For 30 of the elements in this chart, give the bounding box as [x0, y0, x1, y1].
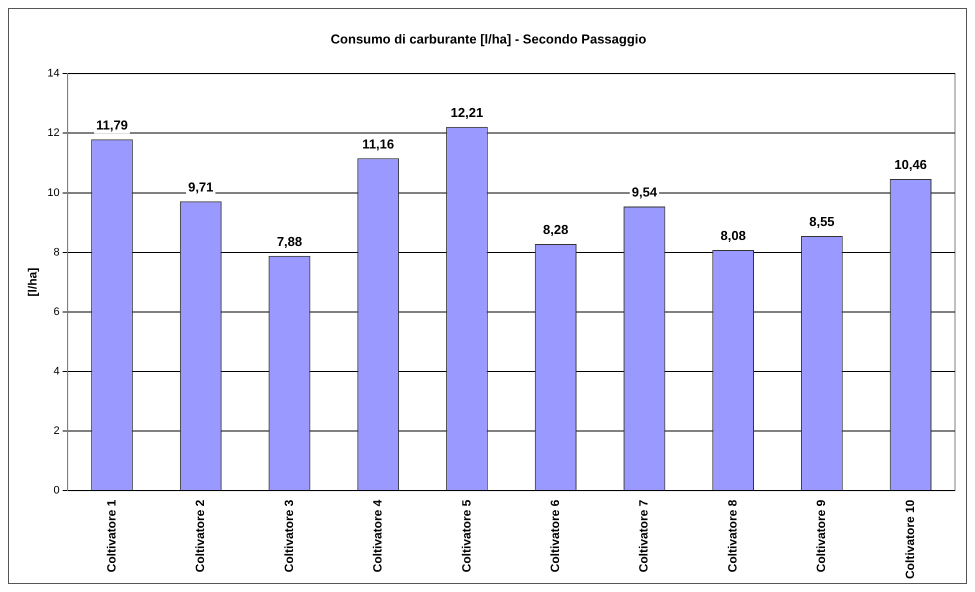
- data-label: 12,21: [450, 105, 484, 120]
- y-tick-label: 6: [54, 306, 60, 318]
- x-tick-label: Coltivatore 3: [282, 499, 296, 572]
- x-tick-label: Coltivatore 7: [636, 499, 651, 572]
- data-label: 11,16: [362, 136, 394, 152]
- x-tick-label: Coltivatore 9: [814, 499, 828, 572]
- data-label: 8,08: [720, 228, 746, 244]
- y-tick-label: 2: [54, 425, 60, 438]
- data-label: 8,28: [543, 222, 568, 238]
- x-tick-label: Coltivatore 8: [725, 499, 740, 572]
- x-tick-label: Coltivatore 1: [104, 499, 118, 572]
- chart-title: Consumo di carburante [l/ha] - Secondo Passaggio: [330, 31, 646, 46]
- data-label: 9,54: [632, 184, 658, 200]
- data-label: 10,46: [894, 157, 927, 172]
- x-tick-label: Coltivatore 2: [193, 499, 208, 572]
- data-label: 9,71: [188, 179, 214, 194]
- y-tick-label: 4: [54, 366, 60, 378]
- y-tick-label: 14: [47, 68, 60, 80]
- y-tick-label: 10: [47, 186, 60, 199]
- y-axis-title: [l/ha]: [26, 268, 40, 296]
- y-tick-label: 0: [54, 484, 60, 497]
- x-tick-label: Coltivatore 10: [902, 499, 917, 579]
- data-label: 11,79: [96, 118, 128, 133]
- data-label: 7,88: [276, 234, 302, 249]
- x-tick-label: Coltivatore 4: [370, 499, 385, 572]
- data-label: 8,55: [809, 214, 835, 230]
- y-tick-label: 8: [54, 246, 60, 258]
- x-tick-label: Coltivatore 6: [548, 499, 562, 572]
- y-tick-label: 12: [47, 127, 60, 140]
- x-tick-label: Coltivatore 5: [459, 499, 474, 572]
